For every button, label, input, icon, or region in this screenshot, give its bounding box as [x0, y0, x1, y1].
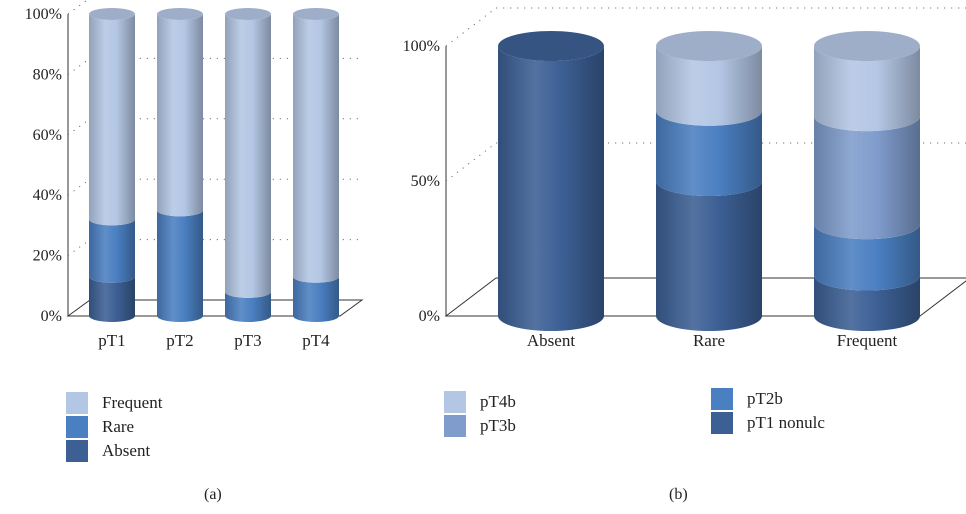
y-tick-label: 0% — [419, 308, 440, 325]
bar-segment-pt1-nonulc — [814, 275, 920, 331]
x-tick-label: pT1 — [98, 331, 125, 350]
legend-swatch — [66, 416, 88, 438]
legend-b-left: pT4b pT3b — [444, 390, 516, 438]
panel-label-a: (a) — [204, 486, 222, 503]
bar-segment-frequent — [89, 14, 135, 226]
bar-segment-pt1-nonulc — [656, 181, 762, 331]
chart-b: 0% 50% 100% Absent Rare Frequent — [403, 7, 966, 350]
legend-swatch — [711, 412, 733, 434]
y-tick-label: 50% — [411, 173, 440, 190]
legend-swatch — [444, 391, 466, 413]
legend-item-pt1-nonulc: pT1 nonulc — [711, 411, 825, 435]
legend-item-pt4b: pT4b — [444, 390, 516, 414]
bar-top-cap — [656, 31, 762, 61]
y-tick-label: 80% — [33, 66, 62, 83]
x-tick-label: pT4 — [302, 331, 330, 350]
bar-segment-pt1-nonulc — [498, 46, 604, 331]
bar-segment-rare — [293, 276, 339, 322]
legend-item-absent: Absent — [66, 439, 162, 463]
bar-segment-pt3b — [814, 116, 920, 240]
bar-segment-frequent — [293, 14, 339, 283]
y-tick-label: 40% — [33, 187, 62, 204]
legend-swatch — [444, 415, 466, 437]
legend-label: pT4b — [480, 392, 516, 411]
bar-top-cap — [498, 31, 604, 61]
legend-label: pT3b — [480, 416, 516, 435]
bar-top-cap — [225, 8, 271, 20]
y-tick-label: 0% — [41, 308, 62, 325]
legend-label: Absent — [102, 441, 151, 460]
y-tick-label: 20% — [33, 248, 62, 265]
legend-swatch — [711, 388, 733, 410]
bar-segment-rare — [225, 291, 271, 322]
legend-a: Frequent Rare Absent — [66, 391, 162, 463]
bar-segment-pt4b — [656, 46, 762, 126]
legend-b-right: pT2b pT1 nonulc — [711, 387, 825, 435]
legend-swatch — [66, 440, 88, 462]
bar-segment-pt2b — [656, 110, 762, 196]
chart-a: 0% 20% 40% 60% 80% 100% pT1 pT2 pT3 pT4 — [25, 0, 364, 350]
bar-segment-pt4b — [814, 46, 920, 132]
bar-segment-rare — [157, 210, 203, 322]
legend-label: Rare — [102, 417, 135, 436]
legend-item-rare: Rare — [66, 415, 162, 439]
bar-segment-frequent — [225, 14, 271, 298]
panel-label-b: (b) — [669, 486, 688, 503]
legend-item-pt3b: pT3b — [444, 414, 516, 438]
gridline — [445, 142, 966, 182]
legend-item-frequent: Frequent — [66, 391, 162, 415]
legend-swatch — [66, 392, 88, 414]
gridline — [445, 7, 966, 47]
bar-segment-pt2b — [814, 224, 920, 291]
bar-segment-rare — [89, 219, 135, 283]
x-tick-label: Rare — [693, 331, 725, 350]
y-tick-label: 100% — [403, 38, 440, 55]
bar-top-cap — [157, 8, 203, 20]
bar-top-cap — [814, 31, 920, 61]
y-tick-label: 100% — [25, 6, 62, 23]
x-tick-label: pT2 — [166, 331, 193, 350]
bar-top-cap — [293, 8, 339, 20]
x-tick-label: Frequent — [837, 331, 898, 350]
bar-segment-frequent — [157, 14, 203, 217]
legend-item-pt2b: pT2b — [711, 387, 825, 411]
x-tick-label: pT3 — [234, 331, 261, 350]
x-tick-label: Absent — [527, 331, 575, 350]
y-tick-label: 60% — [33, 127, 62, 144]
bar-top-cap — [89, 8, 135, 20]
legend-label: pT2b — [747, 389, 783, 408]
legend-label: pT1 nonulc — [747, 413, 825, 432]
legend-label: Frequent — [102, 393, 163, 412]
bar-segment-absent — [89, 276, 135, 322]
